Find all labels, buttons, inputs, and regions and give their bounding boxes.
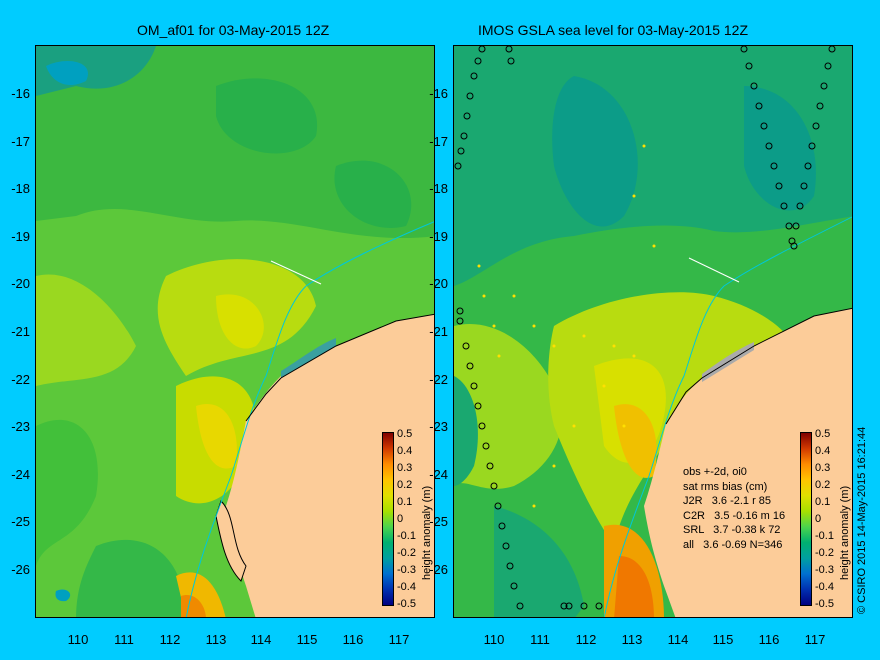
x-tick-label: 114 [250,632,272,647]
colorbar-title: height anomaly (m) [421,485,433,580]
x-tick-label: 116 [758,632,780,647]
x-tick-label: 111 [530,632,550,647]
stats-line: J2R 3.6 -2.1 r 85 [683,495,772,507]
y-tick-label: -16 [429,86,448,101]
copyright-credit: © CSIRO 2015 14-May-2015 16:21:44 [856,426,868,614]
colorbar-tick-label: -0.4 [815,581,834,593]
y-tick-label: -19 [11,229,30,244]
colorbar-tick-label: -0.2 [397,547,416,559]
y-tick-label: -25 [11,514,30,529]
colorbar-tick-label: 0.1 [815,496,831,508]
colorbar-tick-label: -0.3 [397,564,416,576]
x-tick-label: 115 [712,632,734,647]
colorbar-tick-label: 0.5 [815,428,831,440]
colorbar-tick-label: 0.5 [397,428,413,440]
y-tick-label: -24 [429,467,448,482]
colorbar-tick-label: 0.2 [397,479,413,491]
y-tick-label: -23 [11,419,30,434]
y-tick-label: -24 [11,467,30,482]
x-tick-label: 114 [667,632,689,647]
y-tick-label: -16 [11,86,30,101]
colorbar-tick-label: -0.4 [397,581,416,593]
y-tick-label: -25 [429,514,448,529]
y-tick-label: -23 [429,419,448,434]
left-map-title: OM_af01 for 03-May-2015 12Z [137,22,330,38]
colorbar-tick-label: 0.4 [397,445,413,457]
y-tick-label: -19 [429,229,448,244]
x-tick-label: 117 [388,632,410,647]
colorbar-tick-label: 0 [397,513,404,525]
x-tick-label: 115 [296,632,318,647]
x-tick-label: 113 [621,632,643,647]
x-tick-label: 113 [205,632,227,647]
y-tick-label: -22 [429,372,448,387]
colorbar-tick-label: 0.4 [815,445,831,457]
colorbar-tick-label: 0.2 [815,479,831,491]
x-tick-label: 112 [575,632,597,647]
satellite-track-points [454,46,836,610]
y-tick-label: -17 [11,134,30,149]
observation-dots [477,144,656,508]
x-tick-label: 110 [67,632,89,647]
colorbar-tick-label: 0.1 [397,496,413,508]
left-map-panel [35,45,435,618]
x-tick-label: 117 [804,632,826,647]
left-map-svg [36,46,434,617]
colorbar-title: height anomaly (m) [839,485,851,580]
colorbar-tick-label: 0 [815,513,822,525]
colorbar-tick-label: -0.3 [815,564,834,576]
right-map-title: IMOS GSLA sea level for 03-May-2015 12Z [478,22,749,38]
colorbar-left [382,432,394,606]
colorbar-tick-label: -0.5 [815,598,834,610]
colorbar-tick-label: -0.1 [397,530,416,542]
x-tick-label: 110 [483,632,505,647]
stats-line: sat rms bias (cm) [683,480,768,493]
y-tick-label: -21 [11,324,30,339]
y-tick-label: -18 [429,181,448,196]
stats-line: all 3.6 -0.69 N=346 [683,538,783,551]
stats-line: SRL 3.7 -0.38 k 72 [683,524,781,536]
y-tick-label: -18 [11,181,30,196]
colorbar-tick-label: 0.3 [815,462,831,474]
right-map-panel [453,45,853,618]
y-tick-label: -21 [429,324,448,339]
colorbar-tick-label: 0.3 [397,462,413,474]
right-map-svg [454,46,852,617]
stats-line: C2R 3.5 -0.16 m 16 [683,509,786,522]
stats-line: obs +-2d, oi0 [683,466,747,478]
colorbar-tick-label: -0.5 [397,598,416,610]
x-tick-label: 116 [342,632,364,647]
y-tick-label: -20 [11,276,30,291]
y-tick-label: -26 [429,562,448,577]
x-tick-label: 111 [114,632,134,647]
colorbar-right [800,432,812,606]
y-tick-label: -17 [429,134,448,149]
y-tick-label: -26 [11,562,30,577]
y-tick-label: -20 [429,276,448,291]
y-tick-label: -22 [11,372,30,387]
x-tick-label: 112 [159,632,181,647]
colorbar-tick-label: -0.1 [815,530,834,542]
stats-legend: obs +-2d, oi0 sat rms bias (cm) J2R 3.6 … [683,465,785,552]
colorbar-tick-label: -0.2 [815,547,834,559]
